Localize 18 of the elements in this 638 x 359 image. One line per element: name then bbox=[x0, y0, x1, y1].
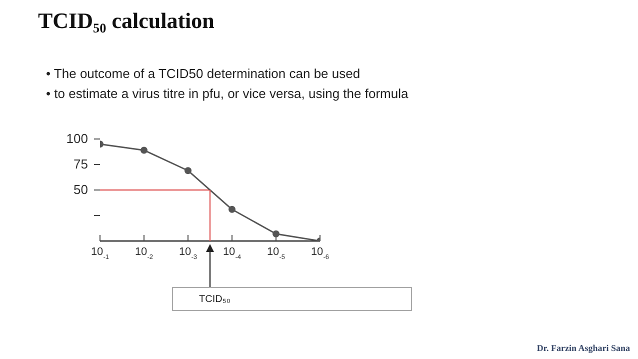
y-tick-label: 100 bbox=[66, 131, 88, 146]
x-tick-label: 10$_{-5}$ bbox=[266, 246, 286, 260]
x-tick-label: 10$_{-6}$ bbox=[310, 246, 330, 260]
x-tick-label: 10$_{-4}$ bbox=[222, 246, 242, 260]
x-tick-label: 10$_{-1}$ bbox=[90, 246, 110, 260]
text: Dr. Farzin Asghari Sana bbox=[536, 343, 630, 353]
point bbox=[272, 230, 280, 238]
x-tick-label: 10$_{-3}$ bbox=[178, 246, 198, 260]
point bbox=[228, 206, 236, 213]
chart-title: TCID₅₀ calculation bbox=[38, 8, 214, 34]
y-tick-label: 50 bbox=[74, 182, 88, 197]
point bbox=[140, 146, 148, 154]
y-tick-label: 75 bbox=[74, 156, 88, 172]
x-tick-label: 10$_{-2}$ bbox=[134, 246, 154, 260]
text: • to estimate a virus titre in pfu, or vice versa, using the formula bbox=[46, 86, 408, 101]
text: TCID₅₀ bbox=[172, 287, 412, 311]
point bbox=[184, 167, 192, 174]
text: • The outcome of a TCID50 determination can be used bbox=[46, 66, 360, 81]
